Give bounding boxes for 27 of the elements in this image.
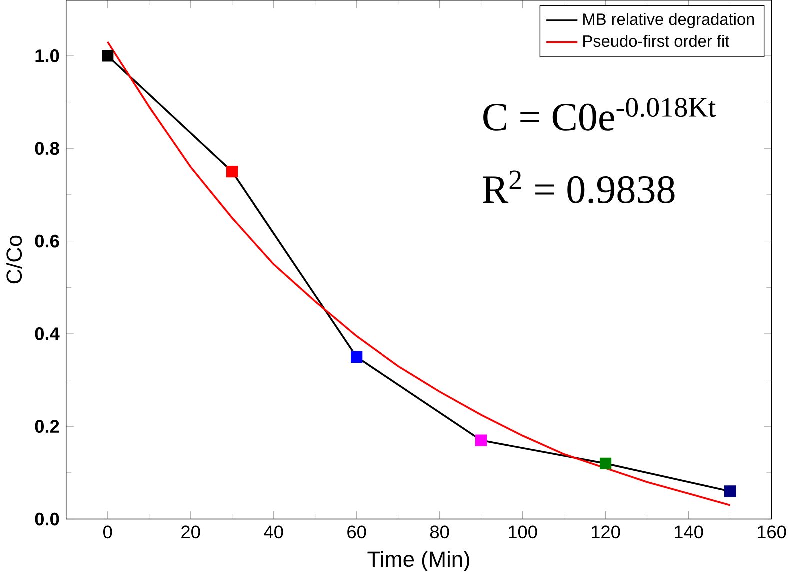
x-tick-label: 0 — [104, 526, 112, 539]
y-tick-label: 0.0 — [35, 513, 60, 526]
annotation: R$^{2}$ = 0.9838 — [483, 171, 675, 204]
x-tick-label: 160 — [758, 526, 786, 539]
y-tick-label: 0.8 — [35, 142, 60, 156]
y-tick-label: 0.2 — [35, 420, 60, 434]
y-tick-label: 1.0 — [36, 50, 60, 63]
point — [475, 434, 488, 447]
annotation: C = C0e$^{-0.018Kt}$ — [484, 98, 716, 132]
point — [102, 50, 114, 62]
x-tick-label: 100 — [509, 526, 538, 539]
y-tick-label: 0.6 — [35, 235, 60, 248]
legend-label: MB relative degradation — [584, 13, 754, 29]
legend-label: Pseudo-first order fit — [584, 35, 730, 48]
x-tick-label: 80 — [430, 526, 450, 539]
x-tick-label: 120 — [592, 526, 620, 539]
x-tick-label: 60 — [348, 526, 366, 539]
x-tick-label: 40 — [264, 526, 284, 539]
point — [226, 166, 238, 178]
x-axis-title: Time (Min) — [368, 551, 470, 572]
point — [600, 458, 612, 470]
point — [350, 352, 363, 364]
x-tick-label: 20 — [182, 526, 200, 539]
x-tick-label: 140 — [674, 526, 704, 539]
point — [724, 486, 736, 498]
y-tick-label: 0.4 — [35, 328, 60, 341]
y-axis-title: C/Co — [6, 236, 22, 284]
